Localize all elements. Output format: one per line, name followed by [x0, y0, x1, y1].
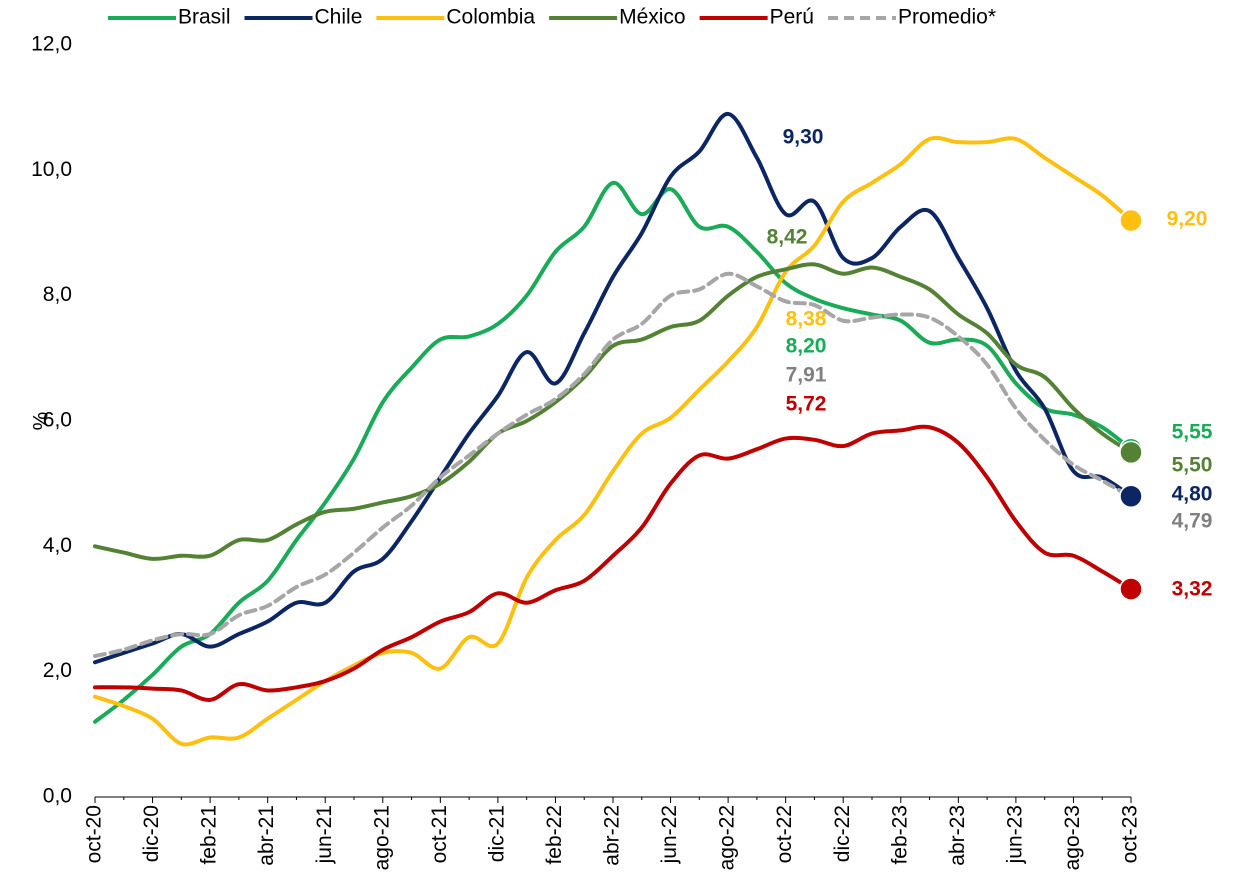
series-line: [93, 180, 1133, 724]
annotation: 3,32: [1172, 578, 1213, 601]
annotation: 4,79: [1172, 510, 1213, 533]
end-marker: [1119, 208, 1143, 233]
end-marker: [1119, 440, 1143, 465]
annotation: 8,20: [786, 335, 827, 358]
legend-label: Promedio*: [898, 6, 996, 29]
annotation: 9,30: [783, 126, 824, 149]
y-tick-label: 12,0: [31, 33, 72, 56]
x-tick-label: oct-21: [428, 805, 451, 863]
annotation: 8,42: [767, 226, 808, 249]
x-tick-label: abr-22: [601, 805, 624, 866]
legend-label: Chile: [315, 6, 363, 29]
x-tick-label: oct-20: [83, 805, 106, 863]
y-tick-label: 8,0: [43, 283, 72, 306]
x-tick-label: oct-23: [1119, 805, 1142, 863]
legend-label: Colombia: [446, 6, 535, 29]
y-tick-label: 0,0: [43, 785, 72, 808]
series-line: [93, 262, 1133, 561]
annotation: 5,72: [786, 393, 827, 416]
series-line: [93, 271, 1133, 658]
x-tick-label: ago-21: [370, 805, 393, 870]
series-line: [93, 135, 1133, 747]
series-line: [93, 111, 1133, 665]
annotation: 5,55: [1172, 421, 1213, 444]
legend-label: Brasil: [178, 6, 231, 29]
x-tick-label: dic-20: [140, 805, 163, 862]
annotation: 8,38: [786, 308, 827, 331]
y-axis-label: %: [30, 412, 53, 431]
legend-label: México: [619, 6, 686, 29]
x-tick-label: jun-21: [313, 805, 336, 864]
y-tick-label: 2,0: [43, 659, 72, 682]
x-tick-label: oct-22: [773, 805, 796, 863]
x-tick-label: feb-21: [198, 805, 221, 865]
x-tick-label: ago-22: [716, 805, 739, 870]
x-tick-label: jun-23: [1003, 805, 1026, 864]
x-tick-label: ago-23: [1061, 805, 1084, 870]
x-tick-label: abr-21: [255, 805, 278, 866]
y-tick-label: 10,0: [31, 158, 72, 181]
x-tick-label: dic-21: [485, 805, 508, 862]
x-tick-label: abr-23: [946, 805, 969, 866]
annotation: 5,50: [1172, 454, 1213, 477]
y-tick-label: 4,0: [43, 534, 72, 557]
end-marker: [1119, 484, 1143, 508]
annotation: 7,91: [786, 364, 827, 387]
x-tick-label: feb-22: [543, 805, 566, 865]
y-tick-label: 6,0: [43, 409, 72, 432]
annotation: 9,20: [1167, 208, 1208, 231]
legend-label: Perú: [770, 6, 814, 29]
end-marker: [1119, 577, 1143, 601]
series-line: [93, 424, 1133, 702]
x-tick-label: feb-23: [888, 805, 911, 865]
x-tick-label: dic-22: [831, 805, 854, 862]
x-tick-label: jun-22: [658, 805, 681, 864]
annotation: 4,80: [1172, 483, 1213, 506]
